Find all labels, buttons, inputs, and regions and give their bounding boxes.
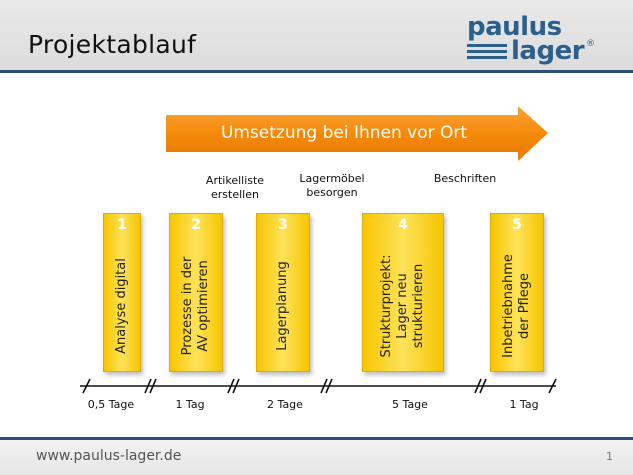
step-3-number: 3 bbox=[278, 217, 288, 233]
note-artikelliste: Artikelliste erstellen bbox=[205, 174, 265, 201]
timeline-break-3 bbox=[320, 378, 333, 394]
step-1-number: 1 bbox=[117, 217, 127, 233]
timeline-tick bbox=[82, 378, 91, 394]
step-5-number: 5 bbox=[512, 217, 522, 233]
timeline bbox=[80, 378, 557, 394]
logo-registered-mark: ® bbox=[586, 39, 595, 49]
step-1-box: 1 Analyse digital bbox=[103, 213, 141, 372]
duration-step-2: 1 Tag bbox=[175, 398, 205, 411]
step-4-number: 4 bbox=[398, 217, 408, 233]
step-4-box: 4 Strukturprojekt: Lager neu strukturier… bbox=[362, 213, 444, 372]
step-5-box: 5 Inbetriebnahme der Pflege bbox=[490, 213, 544, 372]
note-beschriften: Beschriften bbox=[433, 172, 497, 185]
footer-divider bbox=[0, 437, 633, 440]
step-5-label: Inbetriebnahme der Pflege bbox=[501, 254, 532, 358]
page-title: Projektablauf bbox=[28, 30, 197, 59]
implementation-arrow-label: Umsetzung bei Ihnen vor Ort bbox=[220, 123, 468, 143]
implementation-arrow bbox=[166, 106, 548, 161]
duration-step-3: 2 Tage bbox=[267, 398, 303, 411]
step-3-box: 3 Lagerplanung bbox=[256, 213, 310, 372]
footer-url: www.paulus-lager.de bbox=[36, 448, 182, 464]
note-lagermoebel: Lagermöbel besorgen bbox=[299, 172, 365, 199]
paulus-lager-logo: paulus lager ® bbox=[467, 12, 607, 68]
step-3-label: Lagerplanung bbox=[275, 261, 290, 351]
step-4-label: Strukturprojekt: Lager neu strukturieren bbox=[379, 254, 426, 358]
slide-footer bbox=[0, 440, 633, 475]
logo-bars-icon bbox=[467, 44, 507, 62]
header-divider bbox=[0, 70, 633, 73]
logo-text-paulus: paulus bbox=[467, 12, 562, 42]
step-2-number: 2 bbox=[191, 217, 201, 233]
logo-text-lager: lager bbox=[511, 36, 585, 66]
page-number: 1 bbox=[606, 450, 613, 463]
step-2-box: 2 Prozesse in der AV optimieren bbox=[169, 213, 223, 372]
timeline-break-4 bbox=[474, 378, 487, 394]
step-2-label: Prozesse in der AV optimieren bbox=[180, 256, 211, 356]
duration-step-5: 1 Tag bbox=[509, 398, 539, 411]
duration-step-4: 5 Tage bbox=[392, 398, 428, 411]
timeline-break-2 bbox=[227, 378, 240, 394]
timeline-tick bbox=[548, 378, 557, 394]
duration-step-1: 0,5 Tage bbox=[87, 398, 135, 411]
timeline-break-1 bbox=[144, 378, 157, 394]
slide-header bbox=[0, 0, 633, 70]
step-1-label: Analyse digital bbox=[114, 258, 129, 354]
